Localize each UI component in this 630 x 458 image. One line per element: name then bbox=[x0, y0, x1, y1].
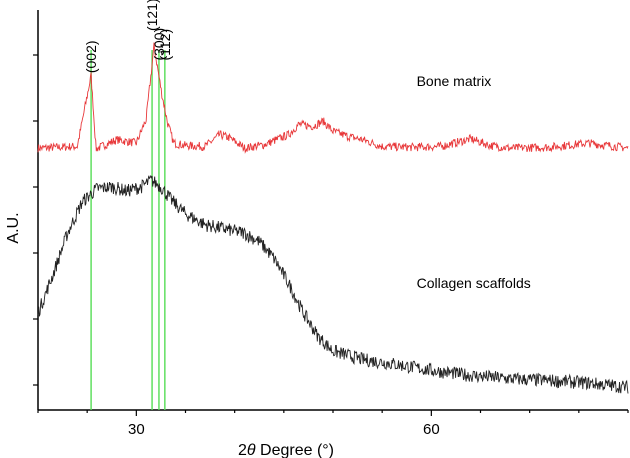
x-tick-label: 60 bbox=[423, 421, 440, 438]
reference-line-label: (112) bbox=[157, 29, 173, 61]
annotation-labels: (002) (121)(300)(112) Bone matrix Collagen … bbox=[83, 0, 531, 291]
x-axis-label-theta: θ bbox=[247, 442, 256, 458]
series-group bbox=[37, 42, 629, 394]
reference-line-label: (300) bbox=[151, 28, 167, 61]
reference-line-label: (121) bbox=[144, 0, 160, 31]
axes: 30 60 bbox=[33, 10, 629, 438]
y-axis-label: A.U. bbox=[5, 212, 22, 243]
series-line bbox=[37, 174, 629, 394]
reference-line-label: (002) bbox=[83, 40, 99, 73]
x-axis-label: 2θ Degree (°) bbox=[238, 442, 334, 458]
series-label: Bone matrix bbox=[417, 73, 492, 89]
series-line bbox=[37, 42, 629, 154]
x-axis-label-prefix: 2 bbox=[238, 442, 247, 458]
reference-lines bbox=[90, 50, 166, 410]
x-tick-label: 30 bbox=[128, 421, 145, 438]
x-axis-label-suffix: Degree (°) bbox=[256, 442, 334, 458]
series-label: Collagen scaffolds bbox=[417, 275, 531, 291]
